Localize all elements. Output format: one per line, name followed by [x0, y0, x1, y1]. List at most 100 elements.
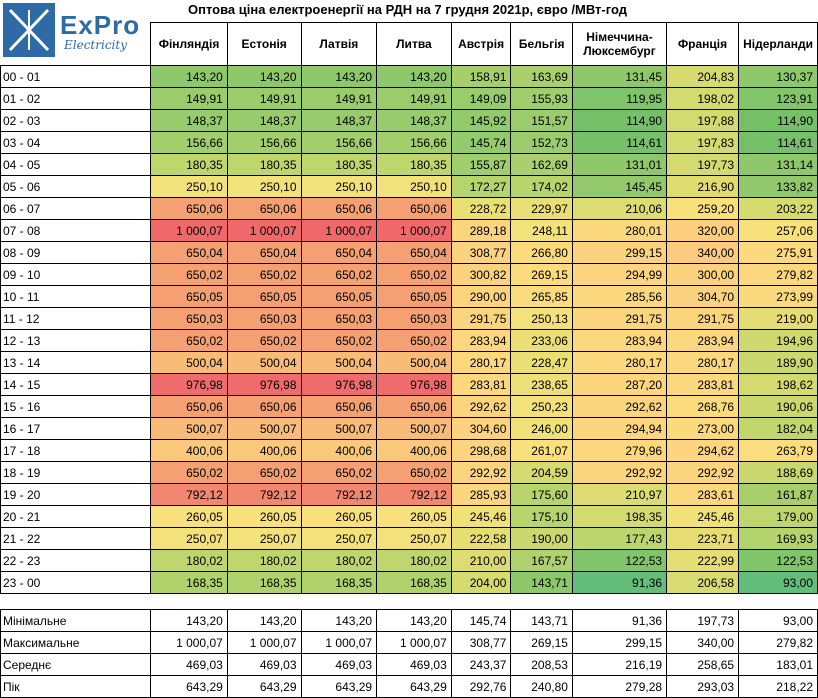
summary-cell: 1 000,07 — [300, 631, 378, 654]
price-cell: 122,53 — [738, 549, 818, 572]
price-cell: 283,81 — [450, 373, 512, 396]
price-cell: 279,82 — [738, 263, 818, 286]
price-cell: 180,02 — [376, 549, 452, 572]
price-cell: 976,98 — [300, 373, 378, 396]
price-cell: 156,66 — [300, 131, 378, 154]
summary-cell: 183,01 — [738, 653, 818, 676]
price-cell: 206,58 — [666, 571, 740, 594]
price-cell: 291,75 — [666, 307, 740, 330]
summary-cell: 143,20 — [150, 609, 228, 632]
price-cell: 156,66 — [376, 131, 452, 154]
summary-cell: 258,65 — [666, 653, 740, 676]
price-cell: 976,98 — [376, 373, 452, 396]
table-row: 06 - 07 650,06 650,06 650,06 650,06 228,72 229… — [0, 197, 818, 220]
price-cell: 792,12 — [150, 483, 228, 506]
header-corner — [0, 22, 151, 66]
price-cell: 304,60 — [450, 417, 512, 440]
hour-label: 10 - 11 — [0, 285, 152, 308]
price-cell: 228,47 — [510, 351, 573, 374]
summary-cell: 643,29 — [376, 675, 452, 698]
price-cell: 1 000,07 — [376, 219, 452, 242]
price-cell: 291,75 — [450, 307, 512, 330]
price-cell: 168,35 — [150, 571, 228, 594]
table-row: 17 - 18 400,06 400,06 400,06 400,06 298,68 261… — [0, 439, 818, 462]
price-cell: 260,05 — [300, 505, 378, 528]
price-cell: 161,87 — [738, 483, 818, 506]
price-cell: 259,20 — [666, 197, 740, 220]
price-cell: 145,45 — [571, 175, 668, 198]
price-cell: 156,66 — [226, 131, 302, 154]
price-cell: 650,06 — [226, 197, 302, 220]
summary-cell: 643,29 — [300, 675, 378, 698]
column-header: Нідерланди — [738, 22, 818, 66]
price-cell: 340,00 — [666, 241, 740, 264]
price-cell: 500,07 — [300, 417, 378, 440]
price-cell: 283,61 — [666, 483, 740, 506]
spacer-cell — [738, 593, 818, 610]
price-cell: 245,46 — [450, 505, 512, 528]
hour-label: 05 - 06 — [0, 175, 152, 198]
price-cell: 148,37 — [376, 109, 452, 132]
column-header: Литва — [376, 22, 452, 66]
price-cell: 169,93 — [738, 527, 818, 550]
table-row: 16 - 17 500,07 500,07 500,07 500,07 304,60 246… — [0, 417, 818, 440]
price-cell: 114,90 — [571, 109, 668, 132]
price-cell: 175,60 — [510, 483, 573, 506]
table-row: 21 - 22 250,07 250,07 250,07 250,07 222,58 190… — [0, 527, 818, 550]
column-header: Німеччина- Люксембург — [571, 22, 668, 66]
price-cell: 650,04 — [376, 241, 452, 264]
price-cell: 198,62 — [738, 373, 818, 396]
summary-cell: 1 000,07 — [376, 631, 452, 654]
price-cell: 149,91 — [150, 87, 228, 110]
price-cell: 222,58 — [450, 527, 512, 550]
summary-row: Максимальне 1 000,07 1 000,07 1 000,07 1 000… — [0, 631, 818, 654]
price-cell: 194,96 — [738, 329, 818, 352]
price-cell: 650,02 — [226, 461, 302, 484]
price-cell: 650,03 — [376, 307, 452, 330]
table-row: 13 - 14 500,04 500,04 500,04 500,04 280,17 228… — [0, 351, 818, 374]
price-cell: 148,37 — [300, 109, 378, 132]
price-cell: 210,06 — [571, 197, 668, 220]
price-cell: 155,93 — [510, 87, 573, 110]
price-cell: 149,91 — [376, 87, 452, 110]
price-cell: 260,05 — [150, 505, 228, 528]
price-cell: 210,00 — [450, 549, 512, 572]
summary-row: Пік 643,29 643,29 643,29 643,29 292,76 240,80 2… — [0, 675, 818, 698]
summary-cell: 143,71 — [510, 609, 573, 632]
hour-label: 22 - 23 — [0, 549, 152, 572]
price-cell: 238,65 — [510, 373, 573, 396]
summary-cell: 643,29 — [226, 675, 302, 698]
price-cell: 792,12 — [226, 483, 302, 506]
price-cell: 143,71 — [510, 571, 573, 594]
table-row: 08 - 09 650,04 650,04 650,04 650,04 308,77 266… — [0, 241, 818, 264]
price-cell: 145,74 — [450, 131, 512, 154]
price-cell: 175,10 — [510, 505, 573, 528]
price-cell: 131,45 — [571, 65, 668, 88]
price-cell: 130,37 — [738, 65, 818, 88]
spacer-cell — [0, 593, 151, 610]
price-cell: 1 000,07 — [150, 219, 228, 242]
price-cell: 131,14 — [738, 153, 818, 176]
summary-cell: 145,74 — [450, 609, 512, 632]
price-cell: 172,27 — [450, 175, 512, 198]
price-cell: 180,35 — [300, 153, 378, 176]
price-cell: 650,02 — [150, 263, 228, 286]
price-cell: 320,00 — [666, 219, 740, 242]
price-cell: 292,92 — [450, 461, 512, 484]
price-cell: 197,83 — [666, 131, 740, 154]
table-row: 07 - 08 1 000,07 1 000,07 1 000,07 1 000,07 2… — [0, 219, 818, 242]
price-cell: 299,15 — [571, 241, 668, 264]
spacer-cell — [451, 593, 511, 610]
price-cell: 287,20 — [571, 373, 668, 396]
summary-cell: 643,29 — [150, 675, 228, 698]
summary-cell: 197,73 — [666, 609, 740, 632]
hour-label: 21 - 22 — [0, 527, 152, 550]
summary-cell: 279,28 — [571, 675, 668, 698]
price-cell: 500,07 — [376, 417, 452, 440]
price-cell: 400,06 — [376, 439, 452, 462]
price-cell: 177,43 — [571, 527, 668, 550]
price-cell: 500,07 — [226, 417, 302, 440]
price-cell: 292,62 — [450, 395, 512, 418]
price-cell: 792,12 — [376, 483, 452, 506]
price-cell: 149,91 — [226, 87, 302, 110]
